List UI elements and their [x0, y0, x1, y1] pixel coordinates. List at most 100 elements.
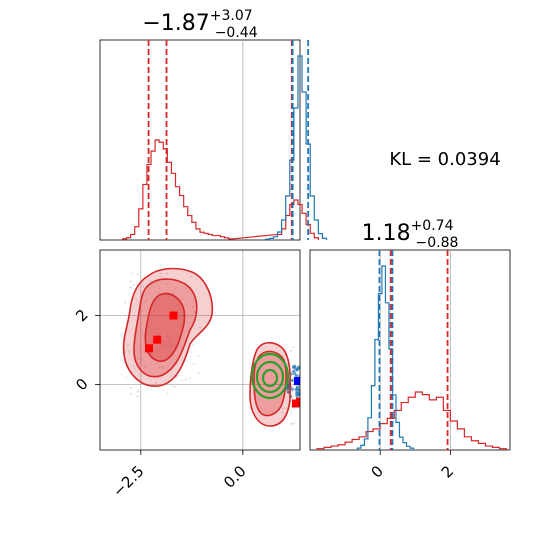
- joint-sample-point: [129, 286, 132, 289]
- joint-sample-point: [197, 372, 200, 374]
- param1-title-plus: +3.07: [210, 8, 253, 24]
- joint-sample-point: [291, 390, 294, 393]
- red-contour-inner-left: [144, 292, 186, 362]
- param1-title: −1.87+3.07 −0.44: [142, 8, 257, 41]
- joint-sample-point: [300, 345, 302, 347]
- joint-sample-point: [280, 363, 283, 366]
- joint-sample-point: [137, 389, 140, 392]
- joint-xtick-label-1: 0.0: [220, 462, 250, 492]
- joint-sample-point: [134, 367, 136, 370]
- joint-sample-point: [184, 378, 187, 381]
- joint-blue-sample-point: [305, 374, 308, 377]
- joint-sample-point: [157, 348, 160, 351]
- joint-sample-point: [159, 275, 161, 278]
- joint-sample-point: [172, 292, 175, 295]
- joint-sample-point: [132, 284, 135, 286]
- joint-sample-point: [179, 316, 181, 319]
- joint-sample-point: [290, 423, 293, 425]
- red-contour-mid-right: [253, 350, 287, 417]
- red-contours-right: [249, 341, 292, 427]
- joint-sample-point: [160, 344, 163, 346]
- param2-title: 1.18+0.74 −0.88: [362, 218, 459, 251]
- joint-blue-sample-point: [298, 374, 300, 378]
- joint-blue-sample-point: [294, 374, 299, 378]
- joint-sample-point: [140, 346, 143, 349]
- joint-blue-sample-point: [304, 372, 307, 375]
- joint-sample-point: [149, 280, 152, 282]
- joint-sample-point: [312, 374, 314, 376]
- param1-histogram-panel: −1.87+3.07 −0.44: [99, 8, 328, 241]
- joint-sample-point: [188, 377, 191, 380]
- joint-sample-point: [176, 304, 179, 306]
- joint-sample-point: [314, 375, 316, 377]
- param2-title-minus: −0.88: [415, 235, 458, 251]
- joint-sample-point: [154, 382, 157, 384]
- joint-sample-point: [129, 393, 132, 395]
- joint-sample-point: [281, 411, 284, 414]
- joint-sample-point: [127, 344, 130, 347]
- joint-sample-point: [281, 407, 284, 410]
- joint-sample-point: [167, 335, 169, 337]
- green-contour-inner: [261, 368, 279, 388]
- joint-blue-sample-point: [295, 394, 299, 399]
- joint-sample-point: [141, 358, 144, 361]
- param2-histogram-panel: 1.18+0.74 −0.88 0 2: [309, 218, 511, 482]
- joint-sample-point: [166, 354, 168, 357]
- joint-sample-point: [157, 334, 160, 336]
- joint-sample-point: [166, 392, 169, 395]
- joint-blue-sample-point: [294, 387, 298, 392]
- green-contour-mid: [255, 360, 285, 394]
- joint-sample-point: [135, 299, 138, 302]
- joint-sample-point: [314, 382, 316, 384]
- joint-sample-point: [157, 332, 160, 335]
- joint-blue-sample-point: [290, 387, 294, 391]
- param2-blue-histogram: [356, 265, 415, 450]
- joint-sample-point: [136, 395, 139, 398]
- joint-blue-sample-point: [303, 376, 306, 379]
- joint-sample-point: [199, 326, 201, 329]
- joint-scatter-panel: −2.5 0.0 0 2: [72, 249, 337, 501]
- joint-sample-point: [158, 303, 161, 306]
- joint-blue-sample-point: [304, 372, 307, 375]
- joint-sample-point: [197, 355, 200, 358]
- joint-sample-point: [162, 340, 165, 343]
- joint-red-square-3: [291, 399, 300, 408]
- joint-blue-sample-point: [292, 369, 296, 373]
- joint-sample-point: [181, 298, 184, 301]
- joint-sample-point: [125, 376, 128, 379]
- joint-sample-point: [127, 349, 130, 352]
- joint-sample-point: [157, 291, 160, 294]
- joint-sample-point: [128, 351, 131, 354]
- red-contours-left: [122, 267, 214, 387]
- joint-sample-point: [169, 340, 171, 343]
- param1-blue-histogram: [264, 55, 328, 240]
- param2-xtick-label-0: 0: [368, 462, 387, 481]
- param1-title-value: −1.87: [142, 11, 209, 36]
- joint-red-square-5: [329, 398, 337, 406]
- joint-sample-point: [306, 384, 308, 386]
- joint-sample-point: [130, 387, 132, 389]
- joint-sample-point: [160, 366, 162, 369]
- joint-sample-point: [311, 347, 313, 349]
- joint-sample-point: [162, 366, 165, 369]
- joint-sample-point: [150, 352, 153, 354]
- red-contour-outer-right: [249, 341, 292, 427]
- joint-blue-sample-point: [293, 371, 297, 376]
- joint-sample-point: [192, 306, 194, 308]
- joint-sample-point: [161, 326, 164, 328]
- param1-title-minus: −0.44: [215, 25, 258, 41]
- joint-sample-point: [156, 327, 158, 330]
- joint-sample-point: [301, 392, 303, 394]
- joint-sample-point: [169, 337, 171, 340]
- joint-sample-point: [142, 285, 144, 288]
- joint-sample-point: [181, 316, 184, 318]
- joint-sample-point: [190, 275, 192, 278]
- joint-blue-sample-point: [303, 373, 306, 376]
- joint-blue-sample-point: [300, 373, 303, 376]
- joint-sample-point: [144, 366, 146, 369]
- joint-sample-point: [290, 422, 293, 425]
- red-contour-outer-left: [122, 267, 214, 387]
- joint-sample-point: [165, 283, 168, 285]
- green-contours: [250, 352, 290, 400]
